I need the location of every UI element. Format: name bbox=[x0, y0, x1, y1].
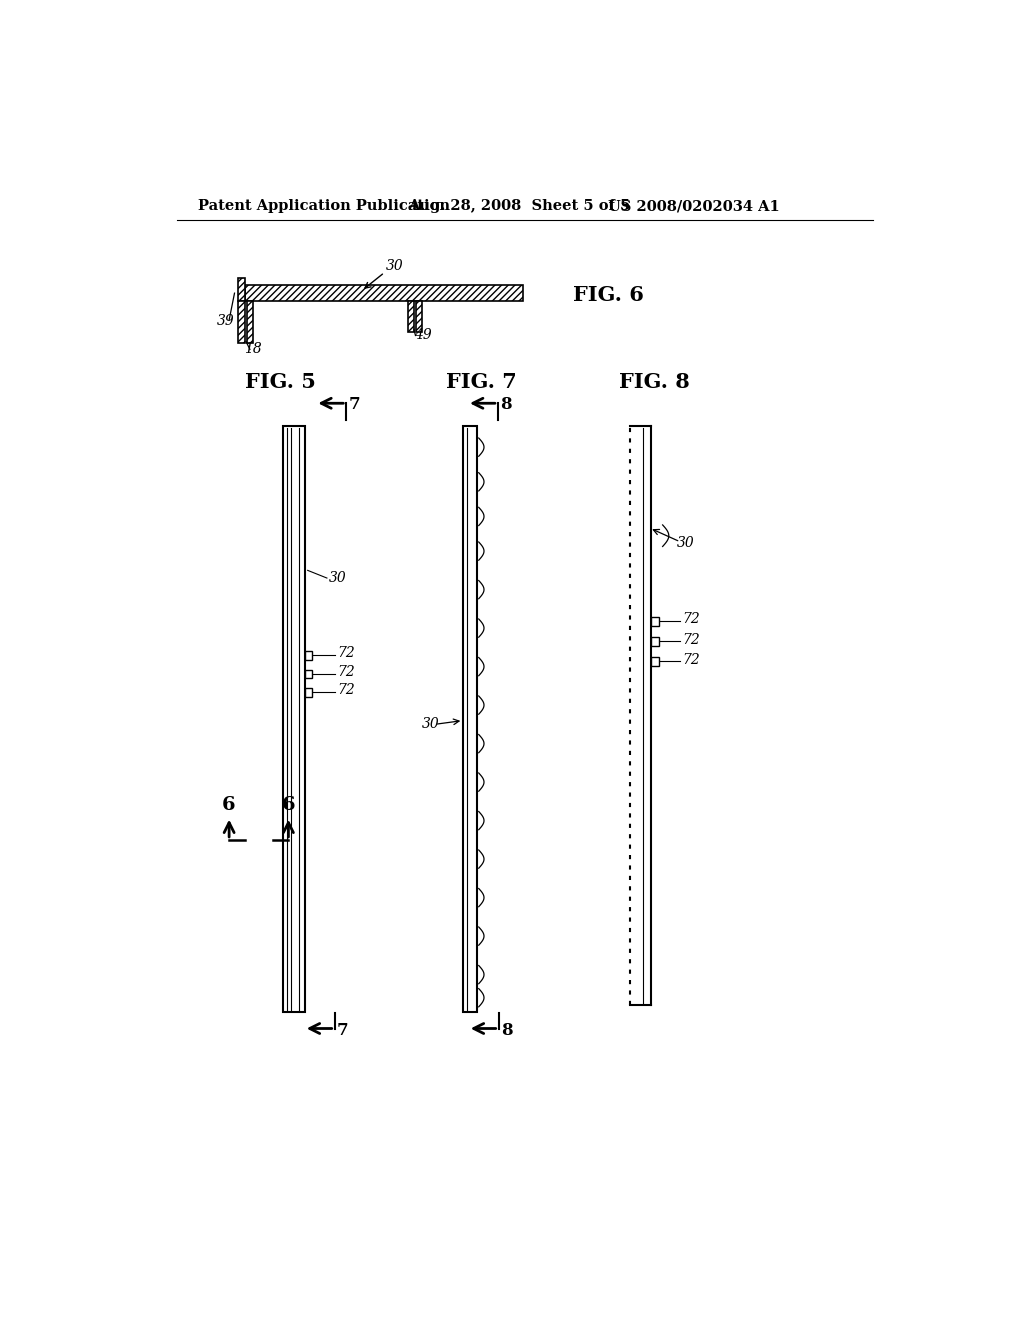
Text: 18: 18 bbox=[245, 342, 262, 356]
Bar bbox=[651, 657, 658, 665]
Text: Aug. 28, 2008  Sheet 5 of 5: Aug. 28, 2008 Sheet 5 of 5 bbox=[408, 199, 630, 213]
Text: US 2008/0202034 A1: US 2008/0202034 A1 bbox=[608, 199, 779, 213]
Text: 72: 72 bbox=[682, 632, 699, 647]
Text: 8: 8 bbox=[501, 1022, 513, 1039]
Bar bbox=[239, 277, 245, 301]
Text: Patent Application Publication: Patent Application Publication bbox=[199, 199, 451, 213]
Text: 6: 6 bbox=[221, 796, 236, 814]
Bar bbox=[651, 638, 658, 645]
Bar bbox=[247, 301, 253, 343]
Text: 72: 72 bbox=[337, 665, 354, 678]
Text: 49: 49 bbox=[414, 329, 432, 342]
Text: 30: 30 bbox=[386, 259, 403, 273]
Bar bbox=[304, 688, 311, 697]
Text: 8: 8 bbox=[500, 396, 512, 413]
Bar bbox=[239, 301, 245, 343]
Bar bbox=[651, 618, 658, 626]
Text: 6: 6 bbox=[282, 796, 295, 814]
Text: 72: 72 bbox=[682, 652, 699, 667]
Text: 72: 72 bbox=[682, 612, 699, 627]
Text: FIG. 6: FIG. 6 bbox=[573, 285, 644, 305]
Text: 30: 30 bbox=[330, 572, 347, 585]
Text: FIG. 5: FIG. 5 bbox=[246, 372, 316, 392]
Text: FIG. 8: FIG. 8 bbox=[618, 372, 689, 392]
Text: 7: 7 bbox=[337, 1022, 348, 1039]
Text: 39: 39 bbox=[217, 314, 234, 329]
Text: 72: 72 bbox=[337, 684, 354, 697]
Text: FIG. 7: FIG. 7 bbox=[445, 372, 516, 392]
Text: 7: 7 bbox=[348, 396, 360, 413]
Bar bbox=[304, 669, 311, 678]
Bar bbox=[463, 426, 477, 1011]
Bar bbox=[245, 285, 523, 301]
Text: 72: 72 bbox=[337, 647, 354, 660]
Text: 30: 30 bbox=[677, 536, 695, 550]
Bar bbox=[283, 426, 304, 1011]
Text: 30: 30 bbox=[422, 717, 439, 731]
Bar bbox=[416, 301, 422, 331]
Bar bbox=[304, 651, 311, 660]
Bar bbox=[408, 301, 414, 331]
